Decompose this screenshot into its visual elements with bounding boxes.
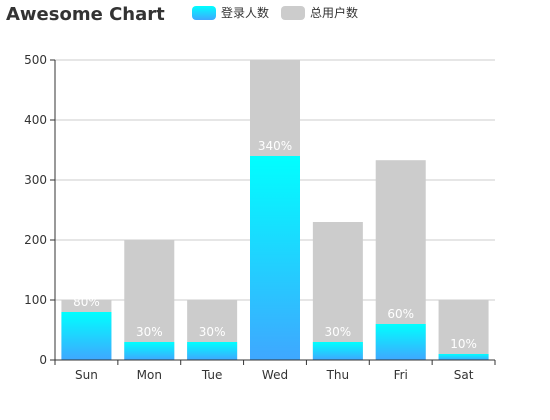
x-tick-label: Fri	[394, 368, 408, 382]
bar-data-label: 30%	[199, 325, 226, 339]
legend-swatch-total-users	[281, 5, 306, 20]
x-tick-label: Mon	[137, 368, 162, 382]
y-tick-label: 400	[24, 113, 47, 127]
bar-data-label: 10%	[450, 337, 477, 351]
y-tick-label: 500	[24, 53, 47, 67]
chart-legend: 登录人数 总用户数	[192, 4, 358, 21]
bar-data-label: 60%	[387, 307, 414, 321]
bar-total-users[interactable]	[312, 222, 363, 360]
y-tick-label: 200	[24, 233, 47, 247]
bar-logins[interactable]	[61, 312, 112, 360]
legend-item-logins[interactable]: 登录人数	[192, 4, 269, 21]
x-tick-label: Sun	[75, 368, 98, 382]
bar-logins[interactable]	[375, 324, 426, 360]
bar-logins[interactable]	[187, 342, 238, 360]
bar-total-users[interactable]	[124, 240, 175, 360]
bar-logins[interactable]	[438, 354, 489, 360]
x-tick-label: Thu	[326, 368, 350, 382]
bar-logins[interactable]	[124, 342, 175, 360]
axes: 0 100 200 300 400 500 Sun Mon Tue Wed Thu Fri Sat	[24, 53, 496, 382]
bars	[61, 60, 489, 360]
bar-data-label: 80%	[73, 295, 100, 309]
bar-data-label: 30%	[325, 325, 352, 339]
bar-data-label: 340%	[258, 139, 292, 153]
y-tick-label: 300	[24, 173, 47, 187]
x-tick-label: Tue	[201, 368, 223, 382]
x-tick-label: Wed	[262, 368, 288, 382]
x-tick-label: Sat	[454, 368, 474, 382]
chart-title: Awesome Chart	[6, 4, 165, 25]
legend-swatch-logins	[192, 5, 216, 20]
bar-data-label: 30%	[136, 325, 163, 339]
legend-label-logins: 登录人数	[221, 6, 270, 20]
y-tick-label: 0	[39, 353, 47, 367]
legend-item-total-users[interactable]: 总用户数	[281, 4, 358, 21]
bar-logins[interactable]	[312, 342, 363, 360]
y-tick-label: 100	[24, 293, 47, 307]
bar-logins[interactable]	[250, 156, 300, 360]
bar-total-users[interactable]	[438, 300, 489, 360]
legend-label-total-users: 总用户数	[310, 6, 359, 20]
labels: 80% 30% 30% 340% 30% 60% 10%	[73, 139, 477, 351]
